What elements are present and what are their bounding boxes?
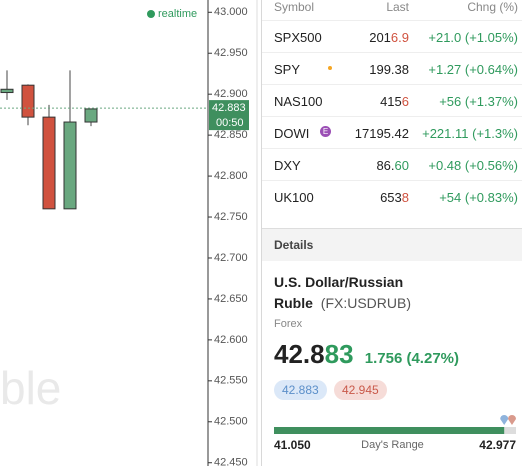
candle-body [42,116,56,210]
price: 42.883 1.756 (4.27%) [274,339,459,370]
range-label: Day's Range [361,439,424,451]
instrument-line: Ruble (FX:USDRUB) [274,295,411,311]
last-price: 17195.42 [355,126,409,141]
change: +0.48 (+0.56%) [428,158,518,173]
range-track [274,427,516,434]
instrument-name: Ruble [274,295,313,311]
last-price: 199.38 [369,62,409,77]
instrument-name: U.S. Dollar/Russian [274,274,404,290]
last-main: 415 [380,94,402,109]
y-tick-label: 42.450 [214,457,248,466]
change: +221.11 (+1.3%) [422,126,518,141]
realtime-dot [147,10,155,18]
current-price-box [209,100,249,131]
candle-body [63,121,77,210]
candle-body [21,84,35,118]
symbol: DXY [274,158,301,173]
last-price: 86.60 [376,158,409,173]
ask-pill: 42.945 [334,380,387,400]
candle-body [84,108,98,123]
market: Forex [274,318,303,330]
column-header: Last [386,0,409,14]
countdown: 00:50 [216,117,244,129]
last-main: 653 [380,190,402,205]
symbol: NAS100 [274,94,323,109]
last-tick: 6.9 [390,30,409,45]
last-main: 201 [369,30,391,45]
range-high: 42.977 [479,438,516,452]
watchlist-row[interactable]: SPX500 2016.9 +21.0 (+1.05%) [262,20,522,53]
symbol: DOWI [274,126,310,141]
ask-pin [507,415,516,425]
details-header[interactable]: Details [262,228,522,261]
symbol: SPX500 [274,30,322,45]
column-header: Symbol [274,0,315,14]
symbol: UK100 [274,190,314,205]
range-fill [274,427,505,434]
watchlist-row[interactable]: NAS100 4156 +56 (+1.37%) [262,84,522,117]
change: +21.0 (+1.05%) [428,30,518,45]
y-tick-label: 42.500 [214,416,248,428]
y-tick-label: 42.750 [214,211,248,223]
change: +1.27 (+0.64%) [428,62,518,77]
ticker: (FX:USDRUB) [320,295,412,311]
bid-pill: 42.883 [274,380,327,400]
y-tick-label: 43.000 [214,6,248,18]
watchlist-row[interactable]: UK100 6538 +54 (+0.83%) [262,180,522,213]
last-main: 86. [376,158,395,173]
last-main: 17195.42 [354,126,409,141]
change: +56 (+1.37%) [439,94,518,109]
last-price: 4156 [380,94,409,109]
candle-body [0,88,14,94]
status-dot [328,66,332,70]
y-tick-label: 42.700 [214,252,248,264]
watchlist-row[interactable]: DXY 86.60 +0.48 (+0.56%) [262,148,522,181]
side-panel: Symbol Last Chng (%) SPX500 2016.9 +21.0 (… [261,0,522,466]
y-tick-label: 42.850 [214,129,248,141]
y-tick-label: 42.550 [214,375,248,387]
y-tick-label: 42.950 [214,47,248,59]
watchlist-row[interactable]: SPY 199.38 +1.27 (+0.64%) [262,52,522,85]
symbol: SPY [274,62,301,77]
event-badge: E [320,126,331,137]
y-tick-label: 42.900 [214,88,248,100]
realtime-label: realtime [158,8,197,20]
y-tick-label: 42.650 [214,293,248,305]
price-chart: ble realtime 43.000 42.950 42.900 42.850 42.… [0,0,258,466]
change: +54 (+0.83%) [439,190,518,205]
y-tick-label: 42.800 [214,170,248,182]
price-change: 1.756 (4.27%) [364,350,459,367]
last-tick: 8 [401,190,409,205]
y-tick-label: 42.600 [214,334,248,346]
price-tick: 83 [324,339,354,369]
current-price-label: 42.883 [212,102,246,114]
range-low: 41.050 [274,438,311,452]
last-price: 2016.9 [369,30,409,45]
watermark: ble [0,362,61,414]
price-main: 42.8 [274,339,325,369]
last-tick: 60 [394,158,409,173]
column-header: Chng (%) [467,0,518,14]
last-main: 199.38 [369,62,409,77]
watchlist-row[interactable]: DOWI E 17195.42 +221.11 (+1.3%) [262,116,522,149]
last-price: 6538 [380,190,409,205]
details-title: Details [274,238,314,252]
last-tick: 6 [401,94,409,109]
bid-pin [500,415,509,425]
